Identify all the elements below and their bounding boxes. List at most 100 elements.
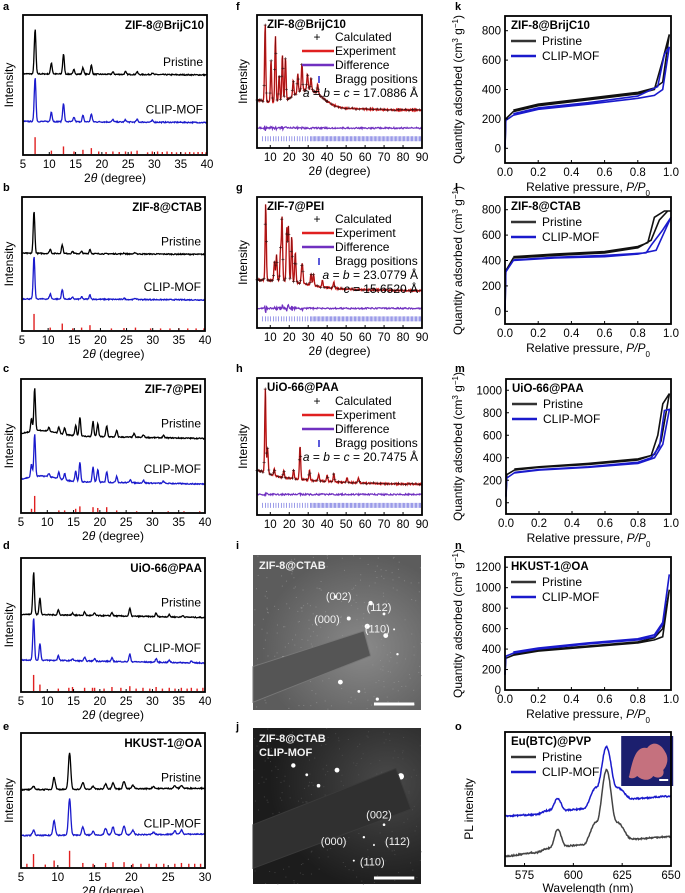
y-tick-label: 1000	[475, 583, 501, 595]
noise-speck	[383, 595, 385, 597]
noise-speck	[340, 615, 342, 617]
legend-bragg: Bragg positions	[335, 436, 418, 450]
noise-speck	[376, 773, 378, 775]
calculated-marker	[358, 107, 362, 111]
x-axis-label: Relative pressure, P/P0	[527, 531, 651, 549]
series-line-clip-mof	[20, 798, 206, 837]
noise-speck	[269, 761, 271, 763]
calculated-marker	[368, 107, 372, 111]
noise-speck	[390, 656, 392, 658]
y-axis-label: Quantity adsorbed (cm3 g−1)	[451, 549, 466, 698]
calculated-marker	[269, 59, 273, 63]
noise-speck	[418, 671, 420, 673]
noise-speck	[307, 639, 309, 641]
noise-speck	[308, 781, 310, 783]
calculated-marker	[292, 468, 296, 472]
noise-speck	[315, 693, 317, 695]
x-tick-label: 35	[174, 159, 187, 171]
chart-title: UiO-66@PAA	[130, 563, 202, 575]
legend-clip-mof: CLIP-MOF	[542, 765, 599, 779]
y-axis-label: Intensity	[2, 424, 16, 469]
difference-line	[256, 125, 423, 132]
diffraction-spot	[346, 616, 351, 621]
chart-panel-e: Pristine CLIP-MOF HKUST-1@OA 5 10 15 20 25 30 2θ …	[2, 732, 211, 893]
noise-speck	[300, 646, 302, 648]
beam-stop	[252, 630, 372, 703]
calculated-marker	[340, 106, 344, 110]
calculated-marker	[333, 284, 337, 288]
noise-speck	[377, 557, 379, 559]
noise-speck	[312, 556, 314, 558]
x-axis-label: Relative pressure, P/P0	[526, 180, 650, 198]
calculated-marker	[414, 482, 418, 486]
noise-speck	[418, 591, 420, 593]
noise-speck	[389, 604, 391, 606]
noise-speck	[402, 750, 404, 752]
image-title: ZIF-8@CTAB	[259, 560, 326, 572]
calculated-marker	[263, 222, 267, 226]
calculated-marker	[280, 217, 284, 221]
x-tick-label: 70	[378, 519, 391, 531]
noise-speck	[362, 883, 364, 885]
x-tick-label: 5	[19, 335, 25, 347]
calculated-marker	[266, 99, 270, 103]
calculated-marker	[320, 95, 324, 99]
x-tick-label: 0.2	[530, 328, 546, 340]
legend-difference: Difference	[335, 58, 390, 72]
x-axis-label: 2θ (degree)	[82, 708, 144, 722]
calculated-marker	[365, 107, 369, 111]
noise-speck	[403, 737, 405, 739]
calculated-marker	[312, 479, 316, 483]
x-tick-label: 90	[416, 152, 429, 164]
noise-speck	[413, 805, 415, 807]
noise-speck	[389, 733, 391, 735]
x-tick-label: 80	[397, 519, 410, 531]
noise-speck	[364, 688, 366, 690]
calculated-marker	[375, 107, 379, 111]
noise-speck	[325, 743, 327, 745]
noise-speck	[310, 643, 312, 645]
noise-speck	[373, 696, 375, 698]
x-tick-label: 20	[283, 152, 296, 164]
calculated-marker	[343, 287, 347, 291]
miller-index-label: (110)	[360, 856, 385, 868]
noise-speck	[285, 580, 287, 582]
calculated-marker	[336, 480, 340, 484]
calculated-marker	[299, 278, 303, 282]
noise-speck	[320, 581, 322, 583]
series-label-pristine: Pristine	[161, 416, 201, 430]
y-axis-label: Intensity	[2, 63, 16, 108]
calculated-marker	[316, 87, 320, 91]
calculated-marker	[267, 468, 271, 472]
noise-speck	[412, 869, 414, 871]
noise-speck	[262, 618, 264, 620]
x-tick-label: 30	[302, 152, 315, 164]
calculated-marker	[354, 481, 358, 485]
noise-speck	[310, 738, 312, 740]
noise-speck	[353, 762, 355, 764]
noise-speck	[257, 574, 259, 576]
calculated-marker	[308, 281, 312, 285]
noise-speck	[401, 685, 403, 687]
x-tick-label: 5	[18, 872, 24, 884]
calculated-marker	[404, 107, 407, 111]
calculated-marker	[382, 107, 386, 111]
legend-calculated: Calculated	[335, 30, 392, 44]
diffraction-spot	[316, 783, 321, 788]
calculated-marker	[336, 287, 340, 291]
calculated-marker	[262, 460, 266, 464]
calculated-marker	[414, 108, 418, 112]
calculated-marker	[333, 478, 337, 482]
legend-pristine: Pristine	[542, 575, 582, 589]
calculated-marker	[306, 73, 310, 77]
noise-speck	[295, 634, 297, 636]
noise-speck	[316, 635, 318, 637]
y-tick-label: 600	[482, 55, 501, 67]
noise-speck	[327, 856, 329, 858]
calculated-marker	[290, 476, 294, 480]
noise-speck	[302, 863, 304, 865]
noise-speck	[341, 557, 343, 559]
legend-pristine: Pristine	[542, 750, 582, 764]
chart-title: HKUST-1@OA	[511, 561, 589, 573]
